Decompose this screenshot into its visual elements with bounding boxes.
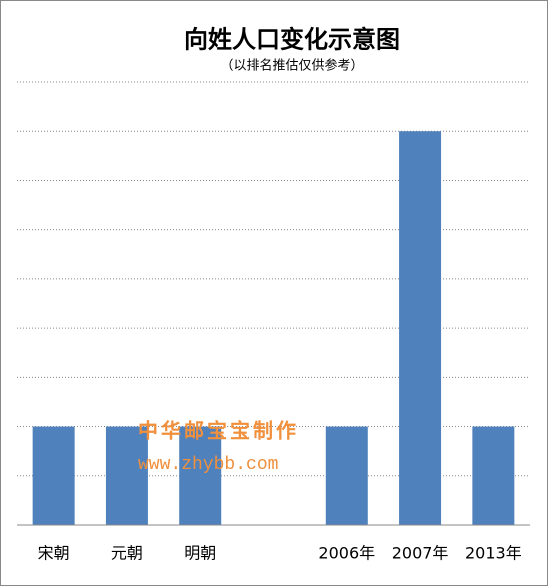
bar: [399, 131, 442, 525]
bar: [472, 426, 515, 525]
x-tick-label: 2007年: [392, 544, 449, 563]
x-tick-label: 元朝: [111, 544, 143, 563]
watermark: 中华邮宝宝制作: [138, 419, 299, 443]
bar: [32, 426, 75, 525]
x-tick-label: 宋朝: [38, 544, 70, 563]
bar: [325, 426, 368, 525]
chart-subtitle: （以排名推估仅供参考）: [220, 58, 363, 74]
chart-title: 向姓人口变化示意图: [184, 25, 400, 54]
bar: [179, 426, 222, 525]
bar: [105, 426, 148, 525]
x-tick-label: 明朝: [184, 544, 216, 563]
watermark: www.zhybb.com: [138, 455, 278, 475]
x-tick-label: 2013年: [465, 544, 522, 563]
x-tick-label: 2006年: [318, 544, 375, 563]
